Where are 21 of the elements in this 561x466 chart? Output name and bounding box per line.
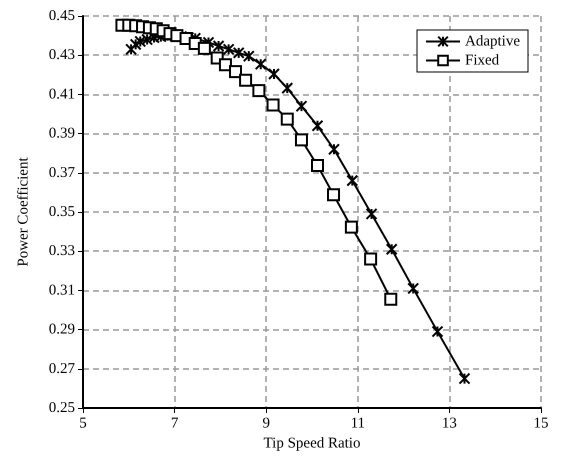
- x-axis-title: Tip Speed Ratio: [264, 436, 360, 452]
- x-tick-label: 13: [442, 416, 457, 432]
- y-tick-label: 0.41: [48, 86, 75, 102]
- y-tick-label: 0.35: [48, 204, 75, 220]
- y-tick-label: 0.43: [48, 47, 75, 64]
- x-tick-label: 15: [534, 416, 548, 432]
- y-tick-label: 0.39: [48, 126, 75, 142]
- y-tick-label: 0.27: [48, 360, 76, 377]
- y-tick-label: 0.25: [48, 400, 75, 416]
- y-tick-label: 0.37: [48, 164, 76, 181]
- y-tick-label: 0.29: [48, 322, 75, 338]
- y-tick-label: 0.33: [48, 243, 75, 260]
- legend-label: Fixed: [465, 52, 500, 68]
- y-tick-label: 0.31: [48, 282, 75, 298]
- y-tick-label: 0.45: [48, 8, 75, 24]
- x-tick-label: 11: [350, 416, 366, 432]
- x-tick-label: 7: [170, 416, 179, 432]
- legend-label: Adaptive: [465, 34, 520, 50]
- x-tick-label: 5: [79, 416, 87, 432]
- y-axis-title: Power Coefficient: [16, 156, 32, 267]
- x-tick-label: 9: [262, 416, 270, 432]
